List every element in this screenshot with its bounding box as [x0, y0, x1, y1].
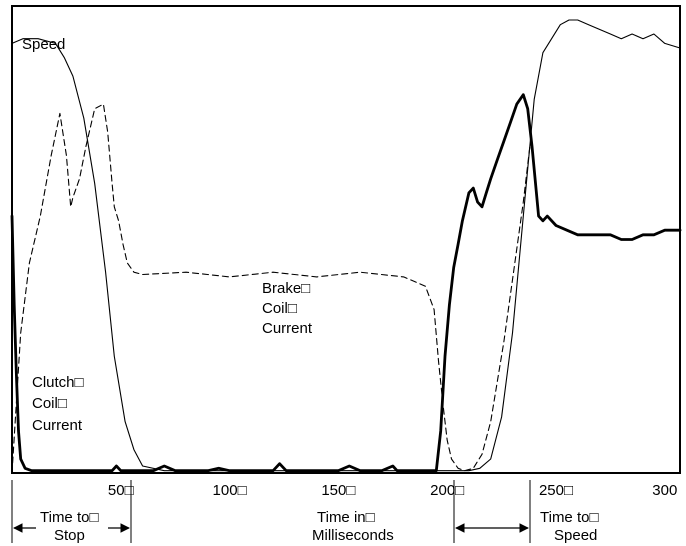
time-to-speed-line2: Speed	[554, 527, 597, 544]
x-tick-label-300: 300	[652, 482, 677, 499]
clutch-label-line3: Current	[32, 417, 83, 434]
time-in-ms-line2: Milliseconds	[312, 527, 394, 544]
series-layer	[10, 19, 682, 474]
clutch-series-line	[10, 93, 682, 473]
time-to-stop-line1: Time to□	[40, 509, 99, 526]
brake-label-line2: Coil□	[262, 300, 297, 317]
clutch-label-line1: Clutch□	[32, 374, 84, 391]
x-tick-label-100: 100□	[213, 482, 247, 499]
brake-series-line	[11, 103, 531, 474]
brake-label-line3: Current	[262, 320, 313, 337]
clutch-label-line2: Coil□	[32, 395, 67, 412]
time-to-stop-line2: Stop	[54, 527, 85, 544]
x-tick-label-50: 50□	[108, 482, 134, 499]
plot-frame	[11, 5, 681, 474]
speed-label: Speed	[22, 36, 65, 53]
brake-label-line1: Brake□	[262, 280, 310, 297]
x-tick-label-150: 150□	[321, 482, 355, 499]
x-axis-ticks: 50□ 100□ 150□ 200□ 250□ 300	[108, 482, 677, 499]
x-tick-label-250: 250□	[539, 482, 573, 499]
time-in-ms-line1: Time in□	[317, 509, 375, 526]
time-to-speed-line1: Time to□	[540, 509, 599, 526]
speed-series-line	[11, 19, 681, 472]
x-tick-label-200: 200□	[430, 482, 464, 499]
